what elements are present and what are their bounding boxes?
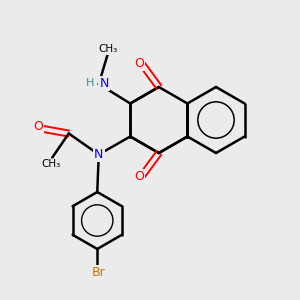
- Text: N: N: [94, 148, 104, 161]
- Text: O: O: [33, 120, 43, 133]
- Text: Br: Br: [92, 266, 106, 280]
- Text: Br: Br: [92, 266, 106, 280]
- Text: O: O: [134, 56, 144, 70]
- Text: CH₃: CH₃: [98, 44, 117, 55]
- Text: N: N: [94, 148, 104, 161]
- Text: O: O: [134, 56, 144, 70]
- Text: H: H: [86, 78, 94, 88]
- Text: CH₃: CH₃: [41, 159, 60, 169]
- Text: O: O: [33, 120, 43, 133]
- Text: N: N: [100, 77, 109, 90]
- Text: O: O: [134, 170, 144, 184]
- Text: H: H: [86, 78, 94, 88]
- Text: O: O: [134, 170, 144, 184]
- Text: N: N: [100, 77, 109, 90]
